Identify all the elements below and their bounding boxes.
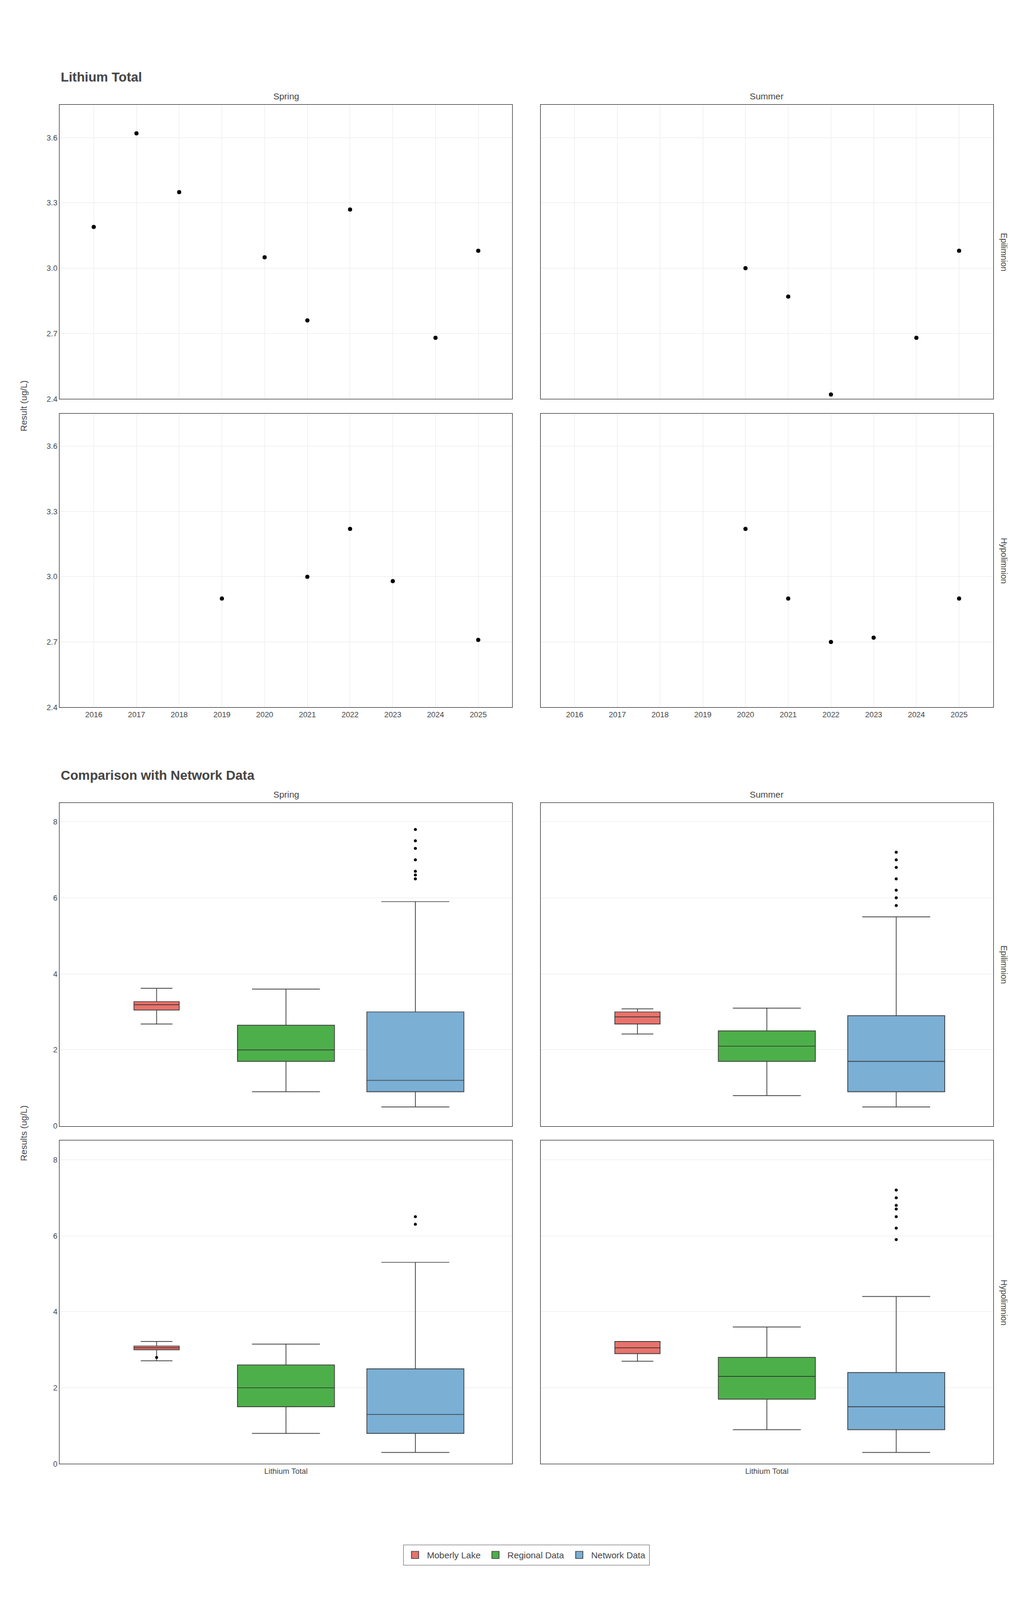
svg-text:2: 2 — [52, 1383, 58, 1393]
svg-text:4: 4 — [52, 970, 58, 979]
svg-text:2.7: 2.7 — [46, 329, 58, 339]
svg-text:3.6: 3.6 — [46, 441, 58, 451]
svg-text:Hypolimnion: Hypolimnion — [999, 537, 1009, 584]
svg-text:2.4: 2.4 — [46, 394, 58, 404]
svg-text:2021: 2021 — [779, 710, 797, 720]
svg-text:2016: 2016 — [85, 710, 103, 720]
svg-text:3.0: 3.0 — [46, 572, 58, 582]
svg-text:2021: 2021 — [298, 710, 317, 720]
svg-text:0: 0 — [52, 1121, 58, 1131]
svg-text:3.3: 3.3 — [46, 198, 58, 208]
svg-text:Lithium Total: Lithium Total — [744, 1467, 789, 1477]
svg-text:2025: 2025 — [950, 710, 968, 720]
svg-text:Hypolimnion: Hypolimnion — [999, 1280, 1009, 1327]
svg-text:2019: 2019 — [694, 710, 712, 720]
svg-text:2016: 2016 — [565, 710, 583, 720]
svg-text:6: 6 — [52, 1232, 58, 1241]
svg-text:Result (ug/L): Result (ug/L) — [18, 380, 29, 432]
svg-text:2023: 2023 — [865, 710, 883, 720]
svg-text:Regional Data: Regional Data — [507, 1550, 565, 1561]
svg-text:2018: 2018 — [170, 710, 188, 720]
svg-text:Comparison with Network Data: Comparison with Network Data — [60, 768, 255, 784]
svg-text:2020: 2020 — [256, 710, 274, 720]
svg-text:2024: 2024 — [907, 710, 925, 720]
svg-text:2: 2 — [52, 1045, 58, 1055]
svg-text:2024: 2024 — [426, 710, 445, 720]
svg-text:Lithium Total: Lithium Total — [264, 1467, 308, 1477]
svg-text:0: 0 — [52, 1460, 58, 1470]
svg-text:8: 8 — [52, 817, 58, 827]
svg-text:Spring: Spring — [273, 91, 299, 102]
svg-text:3.0: 3.0 — [46, 263, 58, 273]
svg-text:Epilimnion: Epilimnion — [999, 232, 1009, 272]
svg-text:2022: 2022 — [341, 710, 359, 720]
svg-text:2018: 2018 — [651, 710, 669, 720]
svg-text:2019: 2019 — [213, 710, 231, 720]
svg-text:2020: 2020 — [736, 710, 754, 720]
svg-text:6: 6 — [52, 893, 58, 903]
svg-text:Summer: Summer — [749, 789, 784, 800]
svg-text:2022: 2022 — [822, 710, 840, 720]
svg-text:3.6: 3.6 — [46, 133, 58, 143]
svg-text:Moberly Lake: Moberly Lake — [426, 1550, 481, 1561]
svg-text:Lithium Total: Lithium Total — [60, 69, 142, 85]
svg-text:2025: 2025 — [469, 710, 488, 720]
svg-text:Results (ug/L): Results (ug/L) — [18, 1105, 29, 1162]
svg-text:Summer: Summer — [749, 91, 784, 102]
svg-text:2.7: 2.7 — [46, 637, 58, 647]
svg-text:2017: 2017 — [608, 710, 626, 720]
svg-text:3.3: 3.3 — [46, 507, 58, 517]
svg-text:2017: 2017 — [128, 710, 146, 720]
svg-text:2.4: 2.4 — [46, 703, 58, 713]
svg-text:4: 4 — [52, 1307, 58, 1317]
svg-text:Network Data: Network Data — [591, 1550, 647, 1561]
svg-text:Spring: Spring — [273, 789, 299, 800]
svg-text:2023: 2023 — [384, 710, 402, 720]
svg-text:Epilimnion: Epilimnion — [999, 945, 1009, 985]
svg-text:8: 8 — [52, 1155, 58, 1165]
